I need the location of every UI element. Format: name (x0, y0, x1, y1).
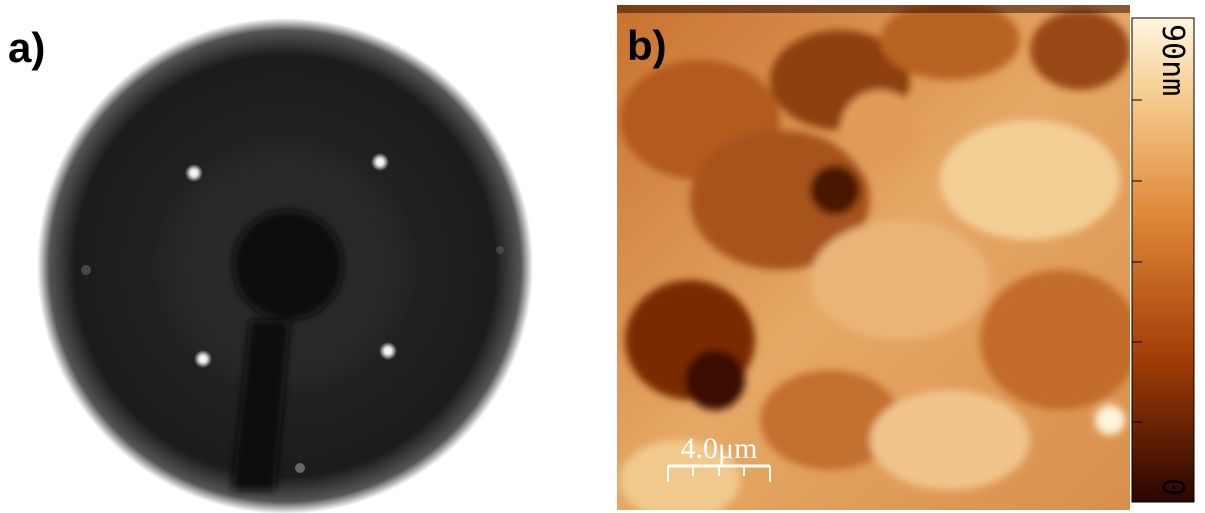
colorbar-min-label: 0 (1155, 478, 1190, 496)
leed-panel: a) (8, 18, 533, 513)
leed-spot (371, 153, 389, 171)
leed-spot (496, 246, 504, 254)
panel-label: a) (8, 24, 45, 71)
afm-image: 4.0μm b) (617, 0, 1140, 513)
colorbar: 90nm 0 (1132, 18, 1194, 502)
leed-spot (185, 164, 203, 182)
leed-spot (379, 342, 397, 360)
gun-shadow (233, 210, 343, 320)
leed-spot (81, 265, 91, 275)
panel-label: b) (627, 22, 667, 69)
leed-spot (194, 350, 212, 368)
colorbar-max-label: 90nm (1155, 24, 1190, 96)
figure: a) 4. (0, 0, 1205, 513)
leed-spot (295, 463, 305, 473)
scale-bar-label: 4.0μm (681, 432, 758, 465)
